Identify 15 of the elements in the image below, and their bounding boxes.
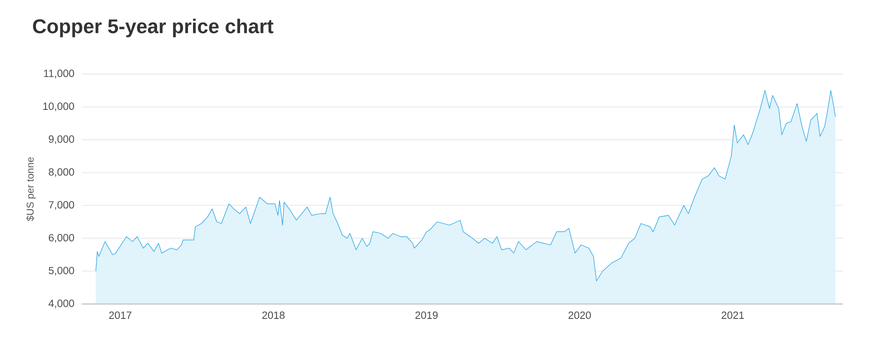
y-tick-label: 7,000 xyxy=(48,201,74,210)
y-axis-title: $US per tonne xyxy=(26,157,36,222)
y-tick-label: 4,000 xyxy=(48,300,74,308)
y-tick-label: 11,000 xyxy=(44,70,74,78)
x-tick-label: 2019 xyxy=(415,312,438,319)
x-tick-label: 2018 xyxy=(262,312,285,319)
y-tick-label: 9,000 xyxy=(48,135,74,144)
y-tick-label: 10,000 xyxy=(43,102,74,112)
y-tick-label: 5,000 xyxy=(48,266,74,276)
y-tick-label: 8,000 xyxy=(48,168,74,177)
chart-title: Copper 5-year price chart xyxy=(33,18,274,38)
y-tick-label: 6,000 xyxy=(48,234,74,243)
x-tick-label: 2021 xyxy=(722,312,744,319)
x-tick-label: 2017 xyxy=(109,312,132,319)
x-tick-label: 2020 xyxy=(568,312,591,319)
